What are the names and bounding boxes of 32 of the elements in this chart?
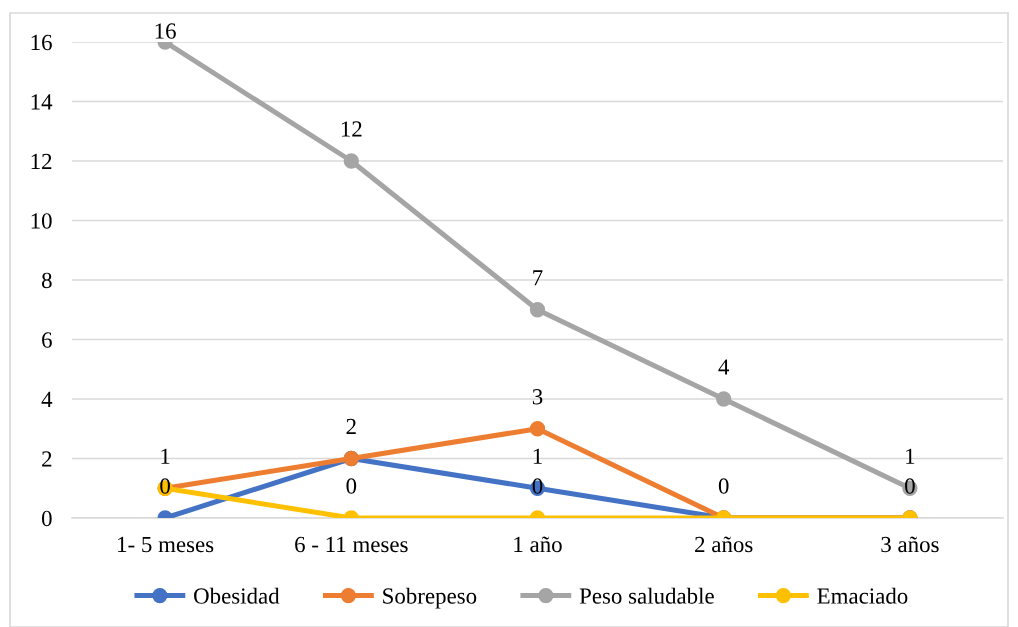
data-label: 1 — [533, 448, 542, 464]
y-tick-label: 8 — [41, 272, 52, 289]
legend-label: Peso saludable — [579, 587, 714, 604]
y-tick-label: 16 — [31, 34, 52, 51]
data-label: 2 — [346, 418, 356, 435]
y-tick-label: 6 — [42, 332, 52, 348]
legend-label: Emaciado — [817, 587, 908, 604]
y-tick-label: 4 — [41, 391, 53, 407]
legend-label: Obesidad — [194, 587, 280, 604]
data-label: 1 — [906, 448, 915, 464]
x-tick-label: 1- 5 meses — [118, 536, 214, 553]
y-tick-label: 0 — [41, 510, 52, 527]
data-label: 0 — [160, 478, 170, 494]
legend-label: Sobrepeso — [383, 587, 477, 609]
data-label: 3 — [532, 389, 543, 405]
data-label: 7 — [533, 270, 543, 286]
x-tick-label: 3 años — [881, 536, 939, 553]
data-label: 1 — [161, 448, 170, 464]
data-label: 0 — [905, 478, 915, 494]
data-label: 0 — [346, 478, 357, 494]
data-label: 16 — [155, 23, 176, 39]
y-tick-label: 2 — [42, 451, 52, 467]
y-tick-label: 10 — [31, 213, 52, 229]
data-label: 4 — [718, 359, 730, 375]
data-label: 0 — [532, 478, 543, 494]
data-label: 0 — [718, 478, 729, 494]
data-label: 12 — [341, 121, 362, 137]
y-tick-label: 14 — [31, 94, 53, 110]
x-tick-label: 1 año — [514, 536, 562, 553]
y-tick-label: 12 — [31, 153, 52, 169]
x-tick-label: 2 años — [695, 536, 753, 553]
x-tick-label: 6 - 11 meses — [295, 536, 408, 553]
